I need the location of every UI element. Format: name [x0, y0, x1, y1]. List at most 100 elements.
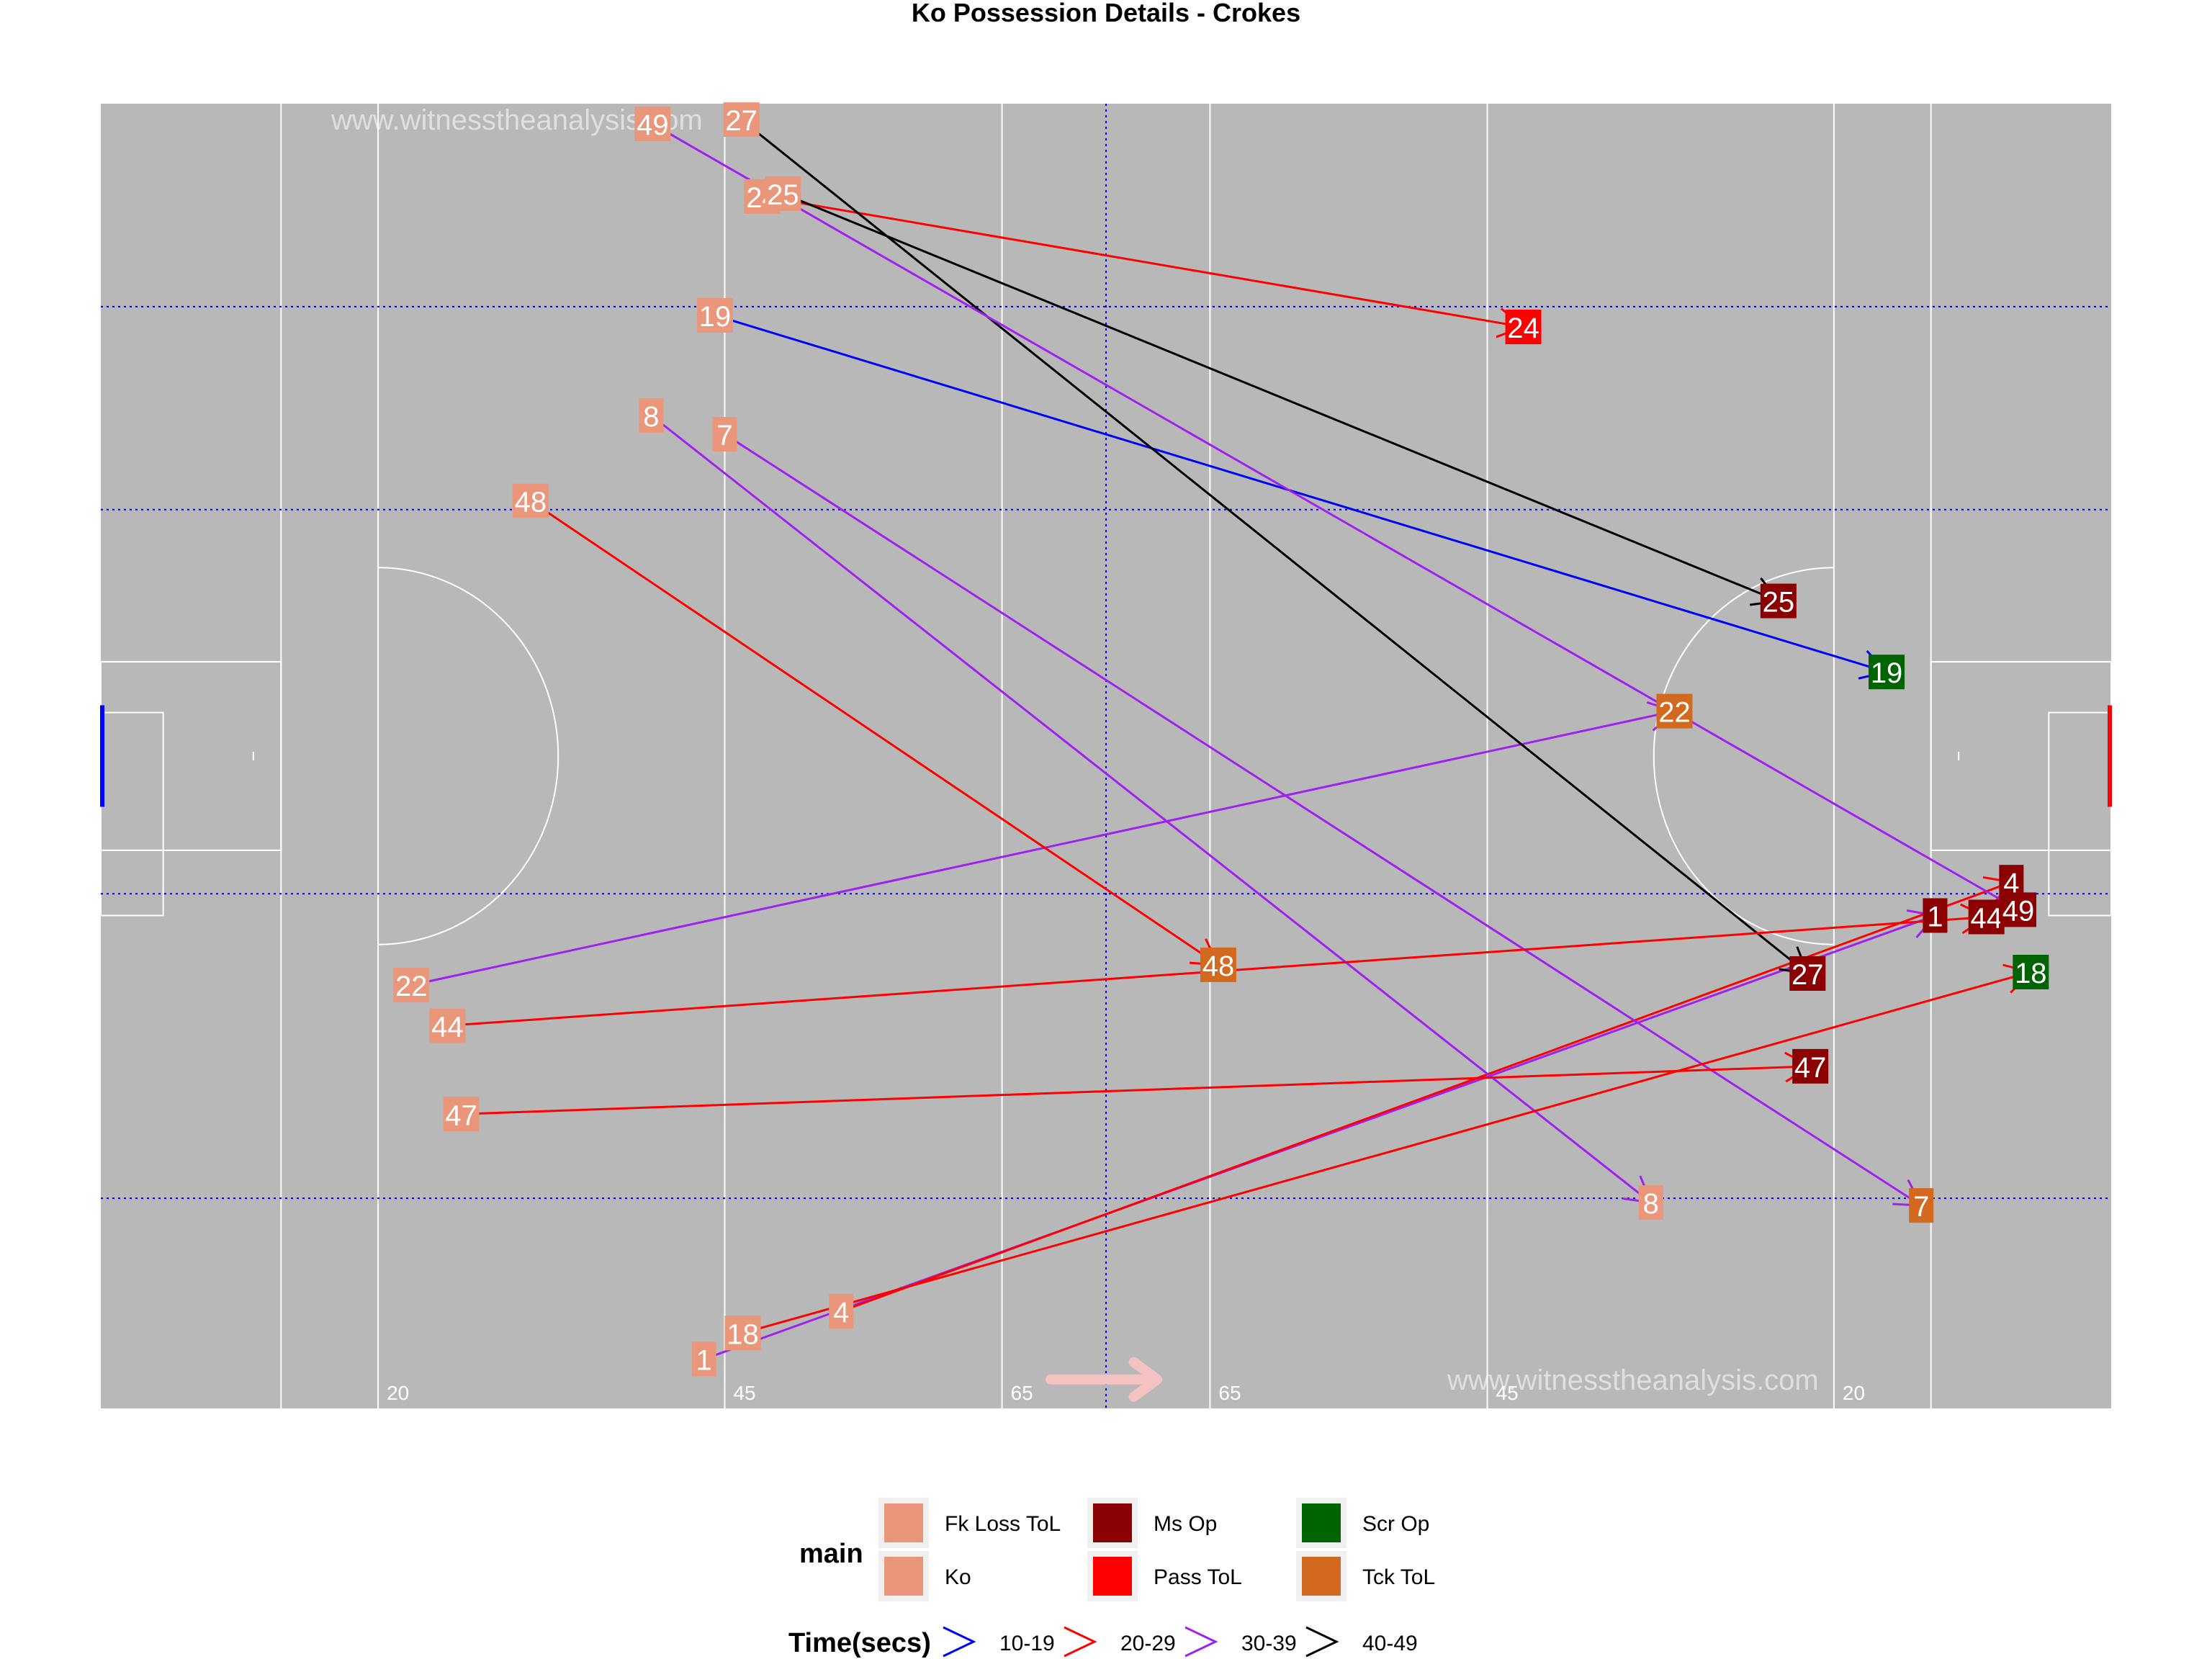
start-label-1-text: 1: [696, 1345, 711, 1377]
start-label-4: 4: [829, 1294, 854, 1329]
start-label-25-box: [765, 176, 801, 211]
possession-points: 1478181922242527444748491478181922242527…: [393, 102, 2049, 1377]
legend-main-swatch-5: [1302, 1557, 1341, 1596]
end-label-4-text: 4: [2003, 868, 2019, 899]
end-label-19: 19: [1869, 655, 1905, 690]
end-label-27: 27: [1789, 956, 1826, 991]
yard-label-2: 65: [1011, 1382, 1033, 1404]
start-label-1-box: [691, 1341, 716, 1377]
arrow-line-7: [724, 433, 1923, 1207]
start-label-49-text: 49: [637, 109, 669, 141]
start-label-1: 1: [691, 1341, 716, 1377]
end-label-8-box: [1638, 1185, 1663, 1220]
legend-time-key-1: [1064, 1626, 1097, 1658]
legend-time-label-0: 10-19: [999, 1632, 1055, 1655]
legend-main-swatch-1: [884, 1557, 923, 1596]
start-label-48-box: [512, 483, 549, 518]
yard-label-0: 20: [387, 1382, 409, 1404]
arrow-line-25: [782, 192, 1779, 602]
start-label-22-text: 22: [395, 971, 428, 1002]
end-label-8: 8: [1638, 1185, 1663, 1220]
end-label-7-text: 7: [1913, 1191, 1929, 1223]
end-label-49-text: 49: [2002, 895, 2035, 927]
start-label-7-box: [712, 417, 737, 452]
end-label-25-box: [1760, 583, 1797, 619]
end-label-1: 1: [1923, 898, 1948, 933]
end-label-22: 22: [1656, 693, 1693, 729]
legend-main-label-5: Tck ToL: [1362, 1565, 1435, 1589]
legend-time-label-1: 20-29: [1120, 1632, 1176, 1655]
end-label-24-box: [1505, 310, 1542, 345]
start-label-47: 47: [443, 1097, 480, 1132]
chart-title: Ko Possession Details - Crokes: [912, 0, 1300, 27]
legend-main-swatch-0: [884, 1503, 923, 1542]
end-label-49: 49: [2000, 892, 2036, 927]
yard-label-4: 45: [1496, 1382, 1519, 1404]
start-label-19-box: [697, 297, 734, 333]
arrow-line-8: [650, 414, 1652, 1204]
end-label-47-text: 47: [1794, 1052, 1827, 1084]
end-label-24-text: 24: [1507, 313, 1539, 344]
start-label-8-text: 8: [643, 401, 659, 433]
start-label-4-box: [829, 1294, 854, 1329]
start-label-4-text: 4: [833, 1297, 849, 1328]
arrow-line-22: [410, 710, 1675, 986]
start-label-7-text: 7: [716, 420, 732, 451]
end-label-24: 24: [1505, 310, 1542, 345]
start-label-44-box: [429, 1008, 466, 1043]
legend: main Fk Loss ToL Ko Ms Op Pass ToL Scr Op Tck …: [788, 1498, 1435, 1658]
end-label-25-text: 25: [1763, 587, 1795, 619]
legend-main-swatch-3: [1093, 1557, 1132, 1596]
start-label-48: 48: [512, 483, 549, 518]
arrow-line-27: [740, 118, 1809, 975]
legend-time-key-2: [1184, 1626, 1218, 1658]
end-label-48-text: 48: [1202, 950, 1235, 982]
start-label-8: 8: [639, 397, 664, 433]
right-small-rect: [2048, 711, 2113, 917]
start-label-27: 27: [723, 102, 760, 138]
end-label-47: 47: [1792, 1048, 1829, 1084]
pitch: 20 45 65 65 45 20: [100, 104, 2113, 1408]
start-label-47-box: [443, 1097, 480, 1132]
yard-label-3: 65: [1218, 1382, 1241, 1404]
end-label-18-text: 18: [2015, 958, 2047, 989]
end-label-48-box: [1200, 947, 1236, 982]
legend-time-title: Time(secs): [788, 1628, 931, 1658]
legend-main-label-3: Pass ToL: [1154, 1565, 1242, 1589]
start-label-44-text: 44: [431, 1011, 464, 1043]
start-label-25: 25: [765, 176, 801, 211]
legend-time-key-0: [943, 1626, 976, 1658]
start-label-19: 19: [697, 297, 734, 333]
start-label-25-text: 25: [767, 179, 799, 211]
watermarks: www.witnesstheanalysis.com www.witnessth…: [331, 104, 1819, 1396]
legend-main-swatch-2: [1093, 1503, 1132, 1542]
end-label-22-box: [1656, 693, 1693, 729]
legend-main-swatch-4: [1302, 1503, 1341, 1542]
start-label-27-text: 27: [725, 105, 757, 137]
arrow-line-19: [714, 314, 1887, 673]
start-label-19-text: 19: [699, 301, 732, 333]
end-label-18-box: [2013, 954, 2049, 989]
end-label-48: 48: [1200, 947, 1236, 982]
end-label-47-box: [1792, 1048, 1829, 1084]
arrow-line-47: [461, 1065, 1811, 1115]
end-label-44-box: [1968, 899, 2005, 935]
end-label-27-text: 27: [1791, 959, 1824, 991]
end-label-18: 18: [2013, 954, 2049, 989]
legend-time-key-3: [1305, 1626, 1339, 1658]
legend-time-label-3: 40-49: [1362, 1632, 1418, 1655]
arrow-line-18: [742, 971, 2031, 1334]
left-arc: [378, 567, 559, 945]
end-label-7-box: [1909, 1188, 1934, 1223]
end-label-8-text: 8: [1643, 1188, 1659, 1220]
arrow-line-4: [840, 881, 2012, 1313]
end-label-49-box: [2000, 892, 2036, 927]
legend-main-label-4: Scr Op: [1362, 1512, 1429, 1536]
possession-arrows: [410, 118, 2033, 1360]
end-label-19-box: [1869, 655, 1905, 690]
direction-arrow: [1045, 1357, 1163, 1402]
end-label-19-text: 19: [1871, 657, 1903, 689]
legend-time-label-2: 30-39: [1241, 1632, 1297, 1655]
yard-label-1: 45: [733, 1382, 755, 1404]
